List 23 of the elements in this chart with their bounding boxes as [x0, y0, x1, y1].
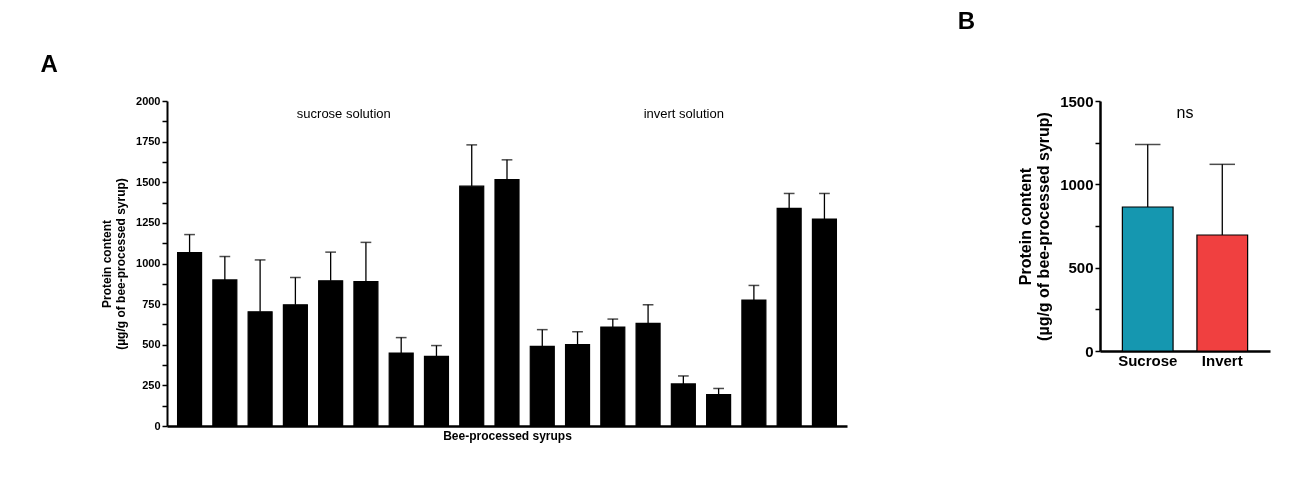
- y-tick-label: 750: [142, 297, 161, 310]
- y-tick-label: 2000: [136, 94, 161, 107]
- y-tick-label: 0: [1085, 342, 1094, 360]
- chart-title: A: [40, 50, 58, 77]
- y-axis-title: Protein content (µg/g of bee-processed syrup): [1017, 112, 1053, 341]
- x-tick-label: Sucrose: [1118, 351, 1178, 369]
- y-tick-label: 1500: [1060, 92, 1094, 110]
- y-axis-title: Protein content (µg/g of bee-processed syrup): [100, 178, 129, 350]
- y-tick-label: 0: [154, 419, 161, 432]
- y-tick-label: 1750: [136, 135, 161, 148]
- y-tick-label: 1000: [136, 257, 161, 269]
- chart-title: B: [957, 7, 975, 34]
- y-tick-label: 1500: [136, 175, 161, 188]
- y-tick-label: 500: [142, 338, 161, 351]
- x-tick-label: Invert: [1201, 351, 1243, 369]
- y-tick-label: 1000: [1060, 175, 1094, 193]
- x-axis-title: Bee-processed syrups: [443, 428, 573, 443]
- y-tick-label: 500: [1068, 259, 1094, 277]
- annotation: ns: [1176, 104, 1194, 121]
- annotation: sucrose solution: [296, 106, 391, 121]
- annotation: invert solution: [643, 106, 724, 121]
- y-tick-label: 250: [142, 378, 161, 391]
- y-tick-label: 1250: [136, 216, 161, 229]
